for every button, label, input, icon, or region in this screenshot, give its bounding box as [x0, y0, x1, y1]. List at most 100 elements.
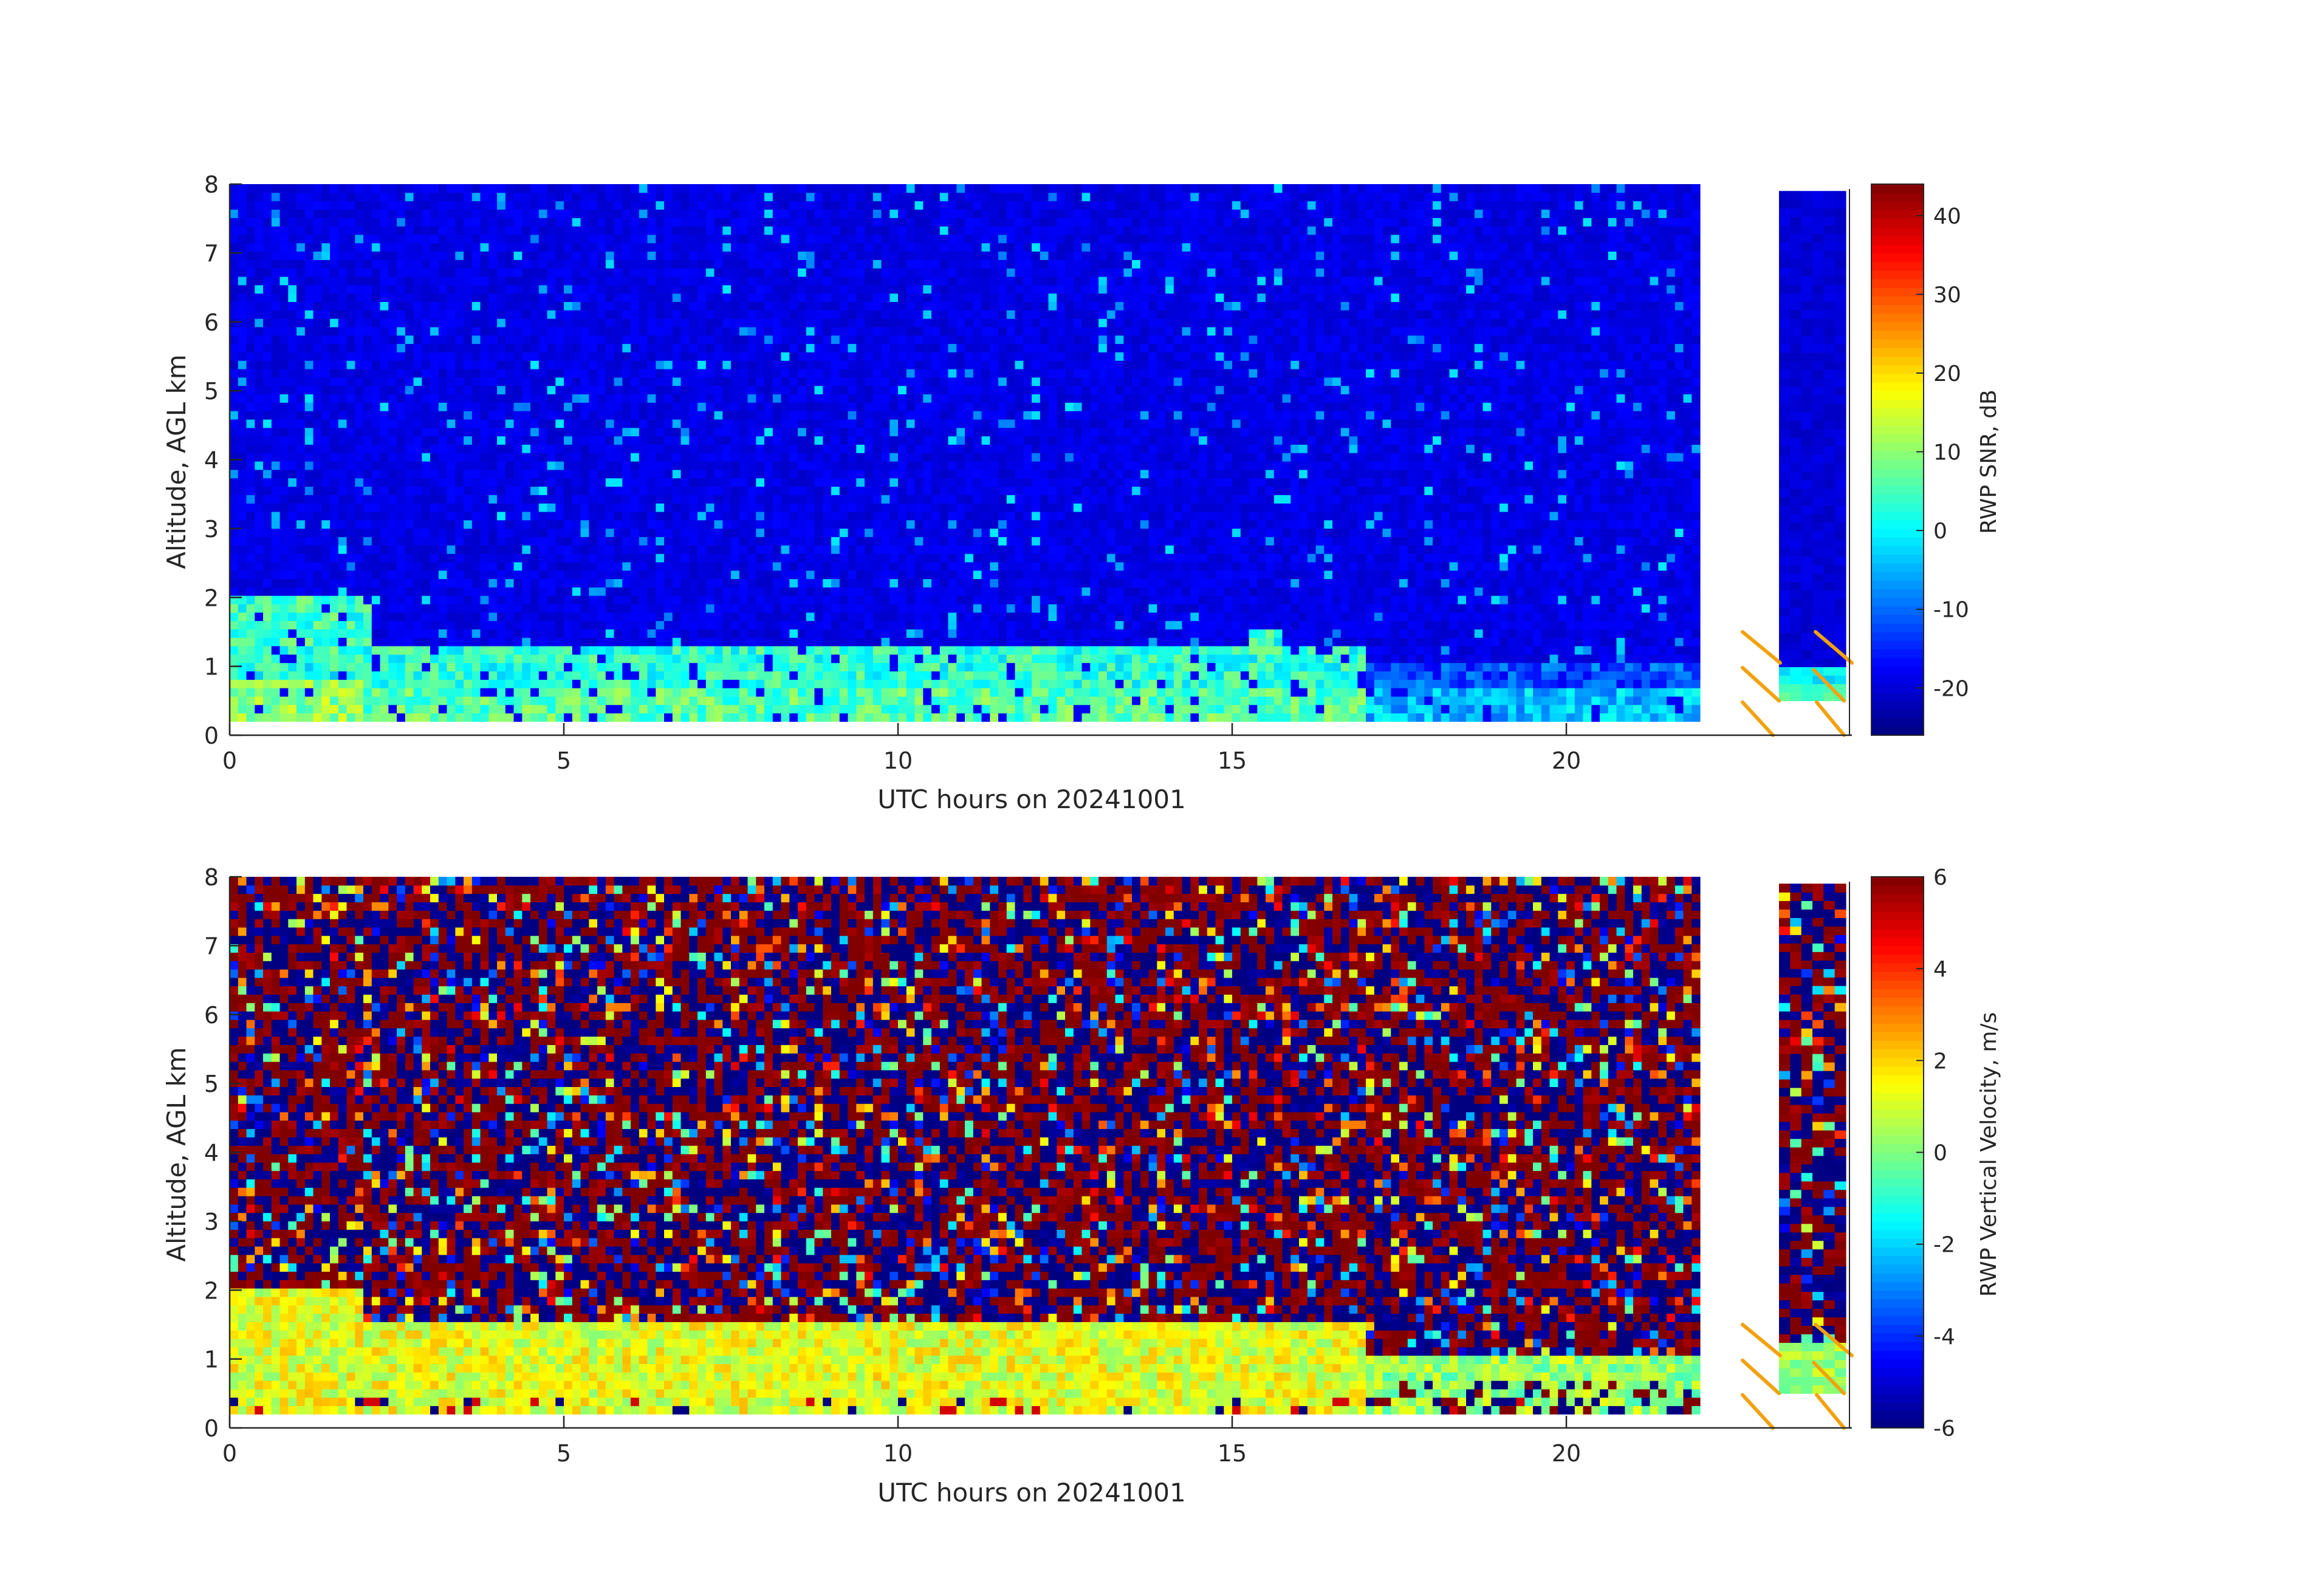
heatmap-cell — [539, 629, 547, 637]
heatmap-cell — [464, 386, 472, 394]
heatmap-cell — [831, 578, 840, 587]
heatmap-cell — [296, 318, 305, 327]
heatmap-cell — [514, 360, 523, 369]
heatmap-cell — [439, 595, 447, 604]
heatmap-cell — [372, 696, 380, 705]
heatmap-cell — [539, 587, 547, 595]
heatmap-cell — [831, 218, 840, 226]
heatmap-cell — [572, 402, 581, 411]
heatmap-cell — [581, 193, 589, 201]
heatmap-cell — [305, 578, 314, 587]
heatmap-cell — [706, 705, 715, 713]
heatmap-cell — [748, 621, 756, 629]
heatmap-cell — [706, 226, 715, 235]
heatmap-cell — [555, 461, 564, 470]
heatmap-cell — [815, 444, 823, 453]
heatmap-cell — [414, 705, 422, 713]
heatmap-cell — [330, 184, 338, 193]
heatmap-cell — [823, 562, 831, 571]
heatmap-cell — [606, 444, 614, 453]
heatmap-cell — [806, 529, 815, 537]
heatmap-cell — [530, 512, 539, 520]
heatmap-cell — [288, 301, 296, 310]
heatmap-cell — [840, 377, 848, 386]
heatmap-cell — [681, 545, 690, 554]
heatmap-cell — [280, 478, 289, 487]
heatmap-cell — [280, 612, 289, 621]
heatmap-cell — [614, 629, 623, 637]
heatmap-cell — [247, 293, 255, 302]
heatmap-cell — [255, 545, 263, 554]
heatmap-cell — [305, 495, 314, 503]
heatmap-cell — [706, 285, 715, 293]
heatmap-cell — [439, 679, 447, 688]
heatmap-cell — [873, 235, 882, 243]
heatmap-cell — [606, 293, 614, 302]
heatmap-cell — [722, 663, 731, 671]
heatmap-cell — [430, 554, 439, 562]
heatmap-cell — [673, 470, 681, 478]
heatmap-cell — [848, 646, 857, 654]
heatmap-cell — [230, 184, 238, 193]
heatmap-cell — [355, 629, 363, 637]
heatmap-cell — [764, 529, 773, 537]
heatmap-cell — [530, 344, 539, 352]
heatmap-cell — [706, 688, 715, 696]
heatmap-cell — [547, 688, 556, 696]
heatmap-cell — [748, 486, 756, 495]
heatmap-cell — [255, 259, 263, 268]
heatmap-cell — [488, 184, 497, 193]
heatmap-cell — [488, 226, 497, 235]
heatmap-cell — [272, 545, 280, 554]
heatmap-cell — [296, 713, 305, 722]
heatmap-cell — [781, 201, 790, 210]
heatmap-cell — [873, 503, 882, 512]
heatmap-cell — [522, 369, 530, 377]
heatmap-cell — [488, 478, 497, 487]
heatmap-cell — [873, 259, 882, 268]
heatmap-cell — [363, 537, 372, 545]
heatmap-cell — [430, 696, 439, 705]
heatmap-cell — [247, 545, 255, 554]
heatmap-cell — [497, 537, 506, 545]
heatmap-cell — [831, 369, 840, 377]
heatmap-cell — [639, 654, 648, 663]
heatmap-cell — [455, 578, 464, 587]
heatmap-cell — [321, 612, 330, 621]
heatmap-cell — [397, 529, 405, 537]
heatmap-cell — [314, 587, 322, 595]
heatmap-cell — [681, 235, 690, 243]
heatmap-cell — [338, 453, 347, 461]
heatmap-cell — [488, 285, 497, 293]
heatmap-cell — [238, 301, 247, 310]
heatmap-cell — [572, 562, 581, 571]
heatmap-cell — [648, 671, 656, 679]
heatmap-cell — [230, 486, 238, 495]
heatmap-cell — [589, 478, 597, 487]
heatmap-cell — [789, 578, 798, 587]
heatmap-cell — [789, 470, 798, 478]
heatmap-cell — [288, 201, 296, 210]
heatmap-cell — [622, 259, 631, 268]
heatmap-cell — [522, 310, 530, 318]
heatmap-cell — [422, 520, 430, 529]
heatmap-cell — [305, 436, 314, 445]
heatmap-cell — [614, 595, 623, 604]
heatmap-cell — [481, 259, 489, 268]
heatmap-cell — [255, 461, 263, 470]
heatmap-cell — [622, 688, 631, 696]
heatmap-cell — [522, 595, 530, 604]
heatmap-cell — [722, 310, 731, 318]
heatmap-cell — [681, 663, 690, 671]
heatmap-cell — [731, 562, 739, 571]
heatmap-cell — [397, 637, 405, 646]
heatmap-cell — [689, 578, 698, 587]
heatmap-cell — [422, 604, 430, 612]
heatmap-cell — [547, 276, 556, 285]
heatmap-cell — [372, 327, 380, 335]
heatmap-cell — [230, 259, 238, 268]
heatmap-cell — [363, 461, 372, 470]
heatmap-cell — [848, 495, 857, 503]
heatmap-cell — [547, 344, 556, 352]
heatmap-cell — [681, 512, 690, 520]
